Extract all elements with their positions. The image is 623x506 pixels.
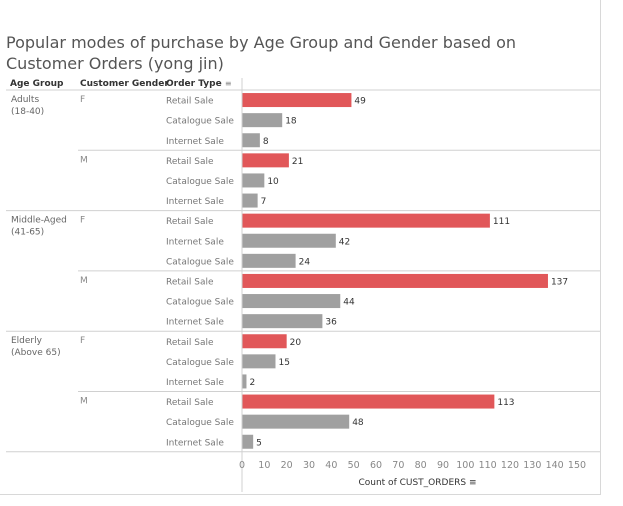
data-label: 2 bbox=[249, 378, 255, 388]
x-tick-label: 110 bbox=[479, 460, 497, 471]
data-label: 15 bbox=[278, 358, 289, 368]
x-tick-label: 60 bbox=[370, 460, 382, 471]
bar[interactable] bbox=[242, 173, 265, 188]
age-range-label: (Above 65) bbox=[11, 348, 61, 358]
x-tick-label: 130 bbox=[523, 460, 541, 471]
gender-label: F bbox=[80, 216, 85, 226]
x-tick-label: 50 bbox=[348, 460, 360, 471]
data-label: 10 bbox=[267, 177, 279, 187]
header-order-type-label: Order Type bbox=[166, 79, 222, 89]
data-label: 5 bbox=[256, 438, 262, 448]
header-customer-gender[interactable]: Customer Gender bbox=[80, 79, 169, 89]
bar[interactable] bbox=[242, 193, 258, 208]
gender-label: F bbox=[80, 336, 85, 346]
order-type-label: Catalogue Sale bbox=[166, 358, 234, 368]
order-type-label: Retail Sale bbox=[166, 338, 214, 348]
data-label: 49 bbox=[354, 97, 366, 107]
order-type-label: Retail Sale bbox=[166, 217, 214, 227]
gender-label: F bbox=[80, 95, 85, 105]
age-range-label: (18-40) bbox=[11, 107, 44, 117]
bar[interactable] bbox=[242, 253, 296, 268]
bar[interactable] bbox=[242, 334, 287, 349]
bar[interactable] bbox=[242, 113, 283, 128]
order-type-label: Catalogue Sale bbox=[166, 117, 234, 127]
x-tick-label: 20 bbox=[281, 460, 293, 471]
bar[interactable] bbox=[242, 213, 490, 228]
gender-label: M bbox=[80, 155, 88, 165]
bar[interactable] bbox=[242, 354, 276, 369]
order-type-label: Retail Sale bbox=[166, 157, 214, 167]
x-tick-label: 150 bbox=[568, 460, 586, 471]
data-label: 18 bbox=[285, 117, 297, 127]
bar[interactable] bbox=[242, 294, 341, 309]
data-label: 111 bbox=[493, 217, 510, 227]
order-type-label: Retail Sale bbox=[166, 97, 214, 107]
x-tick-label: 100 bbox=[456, 460, 474, 471]
order-type-label: Internet Sale bbox=[166, 438, 224, 448]
order-type-label: Retail Sale bbox=[166, 277, 214, 287]
data-label: 36 bbox=[325, 318, 337, 328]
age-group-label: Middle-Aged bbox=[11, 216, 67, 226]
viz-frame bbox=[0, 0, 601, 495]
data-label: 42 bbox=[339, 237, 350, 247]
data-label: 21 bbox=[292, 157, 303, 167]
order-type-label: Catalogue Sale bbox=[166, 177, 234, 187]
data-label: 48 bbox=[352, 418, 364, 428]
order-type-label: Internet Sale bbox=[166, 197, 224, 207]
data-label: 113 bbox=[497, 398, 514, 408]
age-group-label: Adults bbox=[11, 95, 39, 105]
bar[interactable] bbox=[242, 434, 254, 449]
x-tick-label: 140 bbox=[546, 460, 564, 471]
order-type-label: Retail Sale bbox=[166, 398, 214, 408]
bar[interactable] bbox=[242, 414, 350, 429]
filter-sort-icon[interactable]: ≡ bbox=[224, 79, 232, 88]
data-label: 7 bbox=[261, 197, 267, 207]
x-tick-label: 30 bbox=[303, 460, 315, 471]
gender-label: M bbox=[80, 276, 88, 286]
x-tick-label: 80 bbox=[415, 460, 427, 471]
x-tick-label: 10 bbox=[258, 460, 270, 471]
data-label: 24 bbox=[299, 257, 311, 267]
order-type-label: Internet Sale bbox=[166, 378, 224, 388]
x-tick-label: 0 bbox=[239, 460, 245, 471]
bar[interactable] bbox=[242, 314, 323, 329]
bar[interactable] bbox=[242, 93, 352, 108]
data-label: 137 bbox=[551, 277, 568, 287]
order-type-label: Internet Sale bbox=[166, 137, 224, 147]
bar[interactable] bbox=[242, 133, 260, 148]
chart-title: Popular modes of purchase by Age Group a… bbox=[6, 33, 516, 73]
header-order-type[interactable]: Order Type ≡ bbox=[166, 79, 232, 89]
order-type-label: Catalogue Sale bbox=[166, 257, 234, 267]
gender-label: M bbox=[80, 397, 88, 407]
age-group-label: Elderly bbox=[11, 336, 43, 346]
data-label: 44 bbox=[343, 298, 355, 308]
bar[interactable] bbox=[242, 153, 289, 168]
bar[interactable] bbox=[242, 394, 495, 409]
bar[interactable] bbox=[242, 374, 247, 389]
order-type-label: Catalogue Sale bbox=[166, 418, 234, 428]
bar[interactable] bbox=[242, 233, 336, 248]
x-tick-label: 120 bbox=[501, 460, 519, 471]
header-age-group[interactable]: Age Group bbox=[10, 79, 64, 89]
x-tick-label: 70 bbox=[392, 460, 404, 471]
data-label: 20 bbox=[290, 338, 302, 348]
data-label: 8 bbox=[263, 137, 269, 147]
order-type-label: Internet Sale bbox=[166, 237, 224, 247]
order-type-label: Internet Sale bbox=[166, 318, 224, 328]
age-range-label: (41-65) bbox=[11, 228, 44, 238]
bar[interactable] bbox=[242, 273, 548, 288]
x-axis-title: Count of CUST_ORDERS ≡ bbox=[358, 478, 476, 488]
x-tick-label: 90 bbox=[437, 460, 449, 471]
order-type-label: Catalogue Sale bbox=[166, 298, 234, 308]
x-tick-label: 40 bbox=[325, 460, 337, 471]
